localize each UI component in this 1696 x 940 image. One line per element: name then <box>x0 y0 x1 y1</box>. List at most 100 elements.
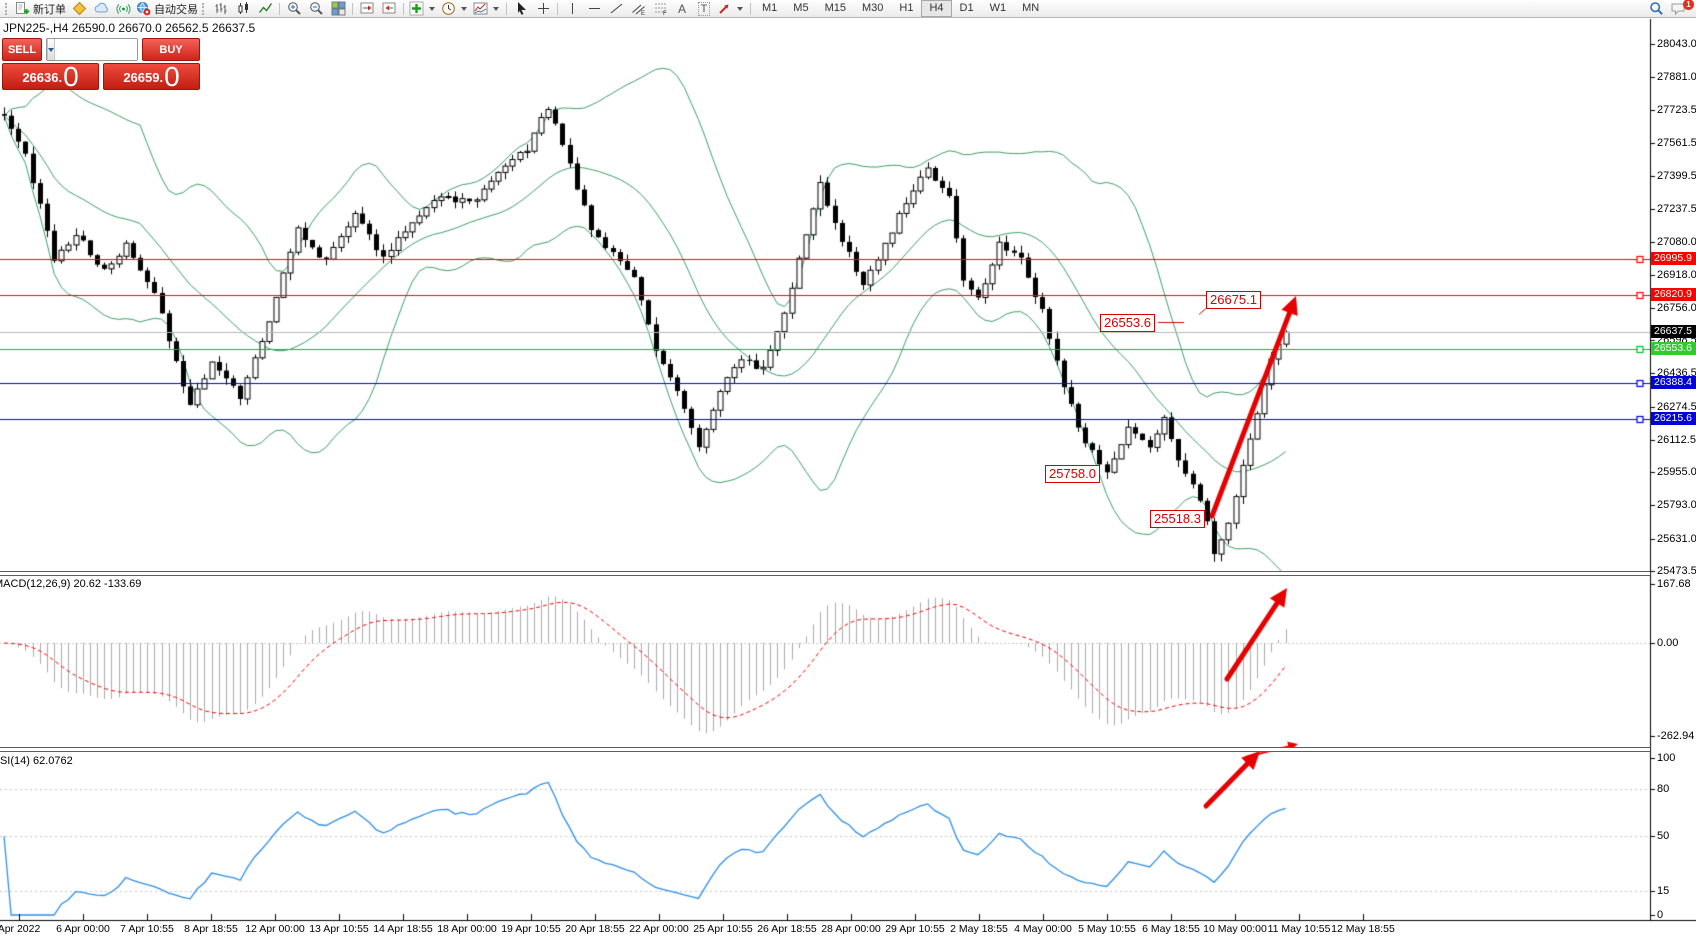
chart-shift-button[interactable] <box>356 1 378 17</box>
horizontal-line-button[interactable] <box>583 1 605 17</box>
volume-control <box>46 38 138 61</box>
time-axis-label: 7 Apr 10:55 <box>120 923 174 935</box>
triangle-down-icon <box>48 47 54 52</box>
auto-trading-button[interactable]: 自动交易 <box>134 1 200 17</box>
price-annotation[interactable]: 26675.1 <box>1206 291 1261 309</box>
price-tick-label: 26756.0 <box>1657 301 1696 314</box>
price-tick-label: 27881.0 <box>1657 71 1696 84</box>
zoom-in-button[interactable] <box>283 1 305 17</box>
timeframe-button-m1[interactable]: M1 <box>762 2 778 14</box>
price-annotation[interactable]: 26553.6 <box>1100 314 1155 332</box>
timeframe-button-m15[interactable]: M15 <box>824 2 846 14</box>
time-axis-label: 4 May 00:00 <box>1014 923 1072 935</box>
sell-price-panel[interactable]: 26636. 0 <box>2 63 99 90</box>
zoom-out-button[interactable] <box>305 1 327 17</box>
signal-button[interactable] <box>112 1 134 17</box>
arrows-button[interactable] <box>715 1 747 17</box>
rsi-tick-label: 50 <box>1657 830 1670 843</box>
rsi-tick-label: 0 <box>1657 909 1664 921</box>
rsi-pane-separator[interactable] <box>0 747 1650 752</box>
channel-icon: E <box>631 1 646 16</box>
label-button[interactable]: T <box>693 1 715 17</box>
buy-price-panel[interactable]: 26659. 0 <box>103 63 200 90</box>
price-badge: 26820.9 <box>1651 287 1696 301</box>
macd-pane-separator[interactable] <box>0 571 1650 576</box>
channel-button[interactable]: E <box>627 1 649 17</box>
notifications-button[interactable]: 1 <box>1667 0 1694 17</box>
price-tick-label: 26112.5 <box>1657 433 1696 446</box>
crosshair-button[interactable] <box>532 1 554 17</box>
trendline-button[interactable] <box>605 1 627 17</box>
cloud-button[interactable] <box>90 1 112 17</box>
bar-chart-icon <box>214 1 229 16</box>
buy-button[interactable]: BUY <box>142 38 200 61</box>
svg-text:E: E <box>641 11 645 16</box>
toolbar-separator <box>506 2 507 15</box>
price-tick-label: 26918.0 <box>1657 268 1696 281</box>
time-axis-label: 11 May 10:55 <box>1267 923 1331 935</box>
time-axis-label: 5 May 10:55 <box>1078 923 1136 935</box>
svg-text:F: F <box>663 11 667 16</box>
gold-icon <box>72 1 87 16</box>
timeframe-button-mn[interactable]: MN <box>1022 2 1040 14</box>
chart-candles-button[interactable] <box>232 1 254 17</box>
search-button[interactable] <box>1645 1 1667 17</box>
toolbar-grip[interactable] <box>5 2 11 15</box>
vertical-line-button[interactable] <box>561 1 583 17</box>
macd-indicator-label: MACD(12,26,9) 20.62 -133.69 <box>0 578 142 590</box>
auto-scroll-button[interactable] <box>378 1 400 17</box>
time-axis-label: 19 Apr 10:55 <box>501 923 561 935</box>
gold-button[interactable] <box>68 1 90 17</box>
rsi-indicator-label: RSI(14) 62.0762 <box>0 755 73 767</box>
rsi-tick-label: 15 <box>1657 885 1670 898</box>
one-click-trading-panel: SELL BUY 26636. 0 26659. 0 <box>2 38 200 90</box>
zoom-in-icon <box>287 1 302 16</box>
fibonacci-button[interactable]: F <box>649 1 671 17</box>
timeframe-button-m30[interactable]: M30 <box>861 2 884 14</box>
timeframe-button-w1[interactable]: W1 <box>989 2 1007 14</box>
cursor-button[interactable] <box>510 1 532 17</box>
volume-input[interactable] <box>55 39 137 60</box>
main-toolbar: 新订单 自动交易 E F A T M1 M5 M15 M30 H1 H4 D1 W1 MN 1 <box>0 0 1696 18</box>
dropdown-caret <box>737 6 743 11</box>
text-icon: A <box>677 1 686 16</box>
text-button[interactable]: A <box>671 1 693 17</box>
signal-icon <box>116 1 131 16</box>
chart-bars-button[interactable] <box>210 1 232 17</box>
price-annotation[interactable]: 25758.0 <box>1045 465 1100 483</box>
cursor-icon <box>514 1 529 16</box>
price-tick-label: 25955.0 <box>1657 466 1696 479</box>
time-axis-label: 29 Apr 10:55 <box>885 923 945 935</box>
volume-decrease-button[interactable] <box>47 39 55 60</box>
timeframe-button-h4[interactable]: H4 <box>921 0 952 17</box>
price-tick-label: 25473.5 <box>1657 565 1696 577</box>
time-axis-label: 6 Apr 00:00 <box>56 923 110 935</box>
price-tick-label: 27723.5 <box>1657 103 1696 116</box>
price-tick-label: 27561.5 <box>1657 136 1696 149</box>
notification-badge: 1 <box>1683 0 1694 10</box>
search-icon <box>1649 1 1664 16</box>
chart-line-button[interactable] <box>254 1 276 17</box>
price-tick-label: 27237.5 <box>1657 203 1696 216</box>
indicators-button[interactable] <box>407 1 439 17</box>
sell-button[interactable]: SELL <box>2 38 42 61</box>
macd-tick-label: 167.68 <box>1657 577 1691 590</box>
price-annotation[interactable]: 25518.3 <box>1150 510 1205 528</box>
new-order-button[interactable]: 新订单 <box>13 1 68 17</box>
timeframe-button-d1[interactable]: D1 <box>959 2 974 14</box>
candlestick-icon <box>236 1 251 16</box>
timeframe-button-m5[interactable]: M5 <box>793 2 809 14</box>
sell-price-big-digit: 0 <box>63 63 79 90</box>
trendline-icon <box>609 1 624 16</box>
timeframe-button-h1[interactable]: H1 <box>899 2 914 14</box>
periods-button[interactable] <box>439 1 471 17</box>
timeframe-toolbar: M1 M5 M15 M30 H1 H4 D1 W1 MN <box>754 0 1047 17</box>
tile-windows-button[interactable] <box>327 1 349 17</box>
templates-button[interactable] <box>471 1 503 17</box>
time-axis-label: 2 May 18:55 <box>950 923 1008 935</box>
time-axis-label: 6 May 18:55 <box>1142 923 1200 935</box>
toolbar-grip[interactable] <box>202 2 208 15</box>
time-axis-label: Apr 2022 <box>0 923 41 935</box>
auto-trading-icon <box>136 1 151 16</box>
